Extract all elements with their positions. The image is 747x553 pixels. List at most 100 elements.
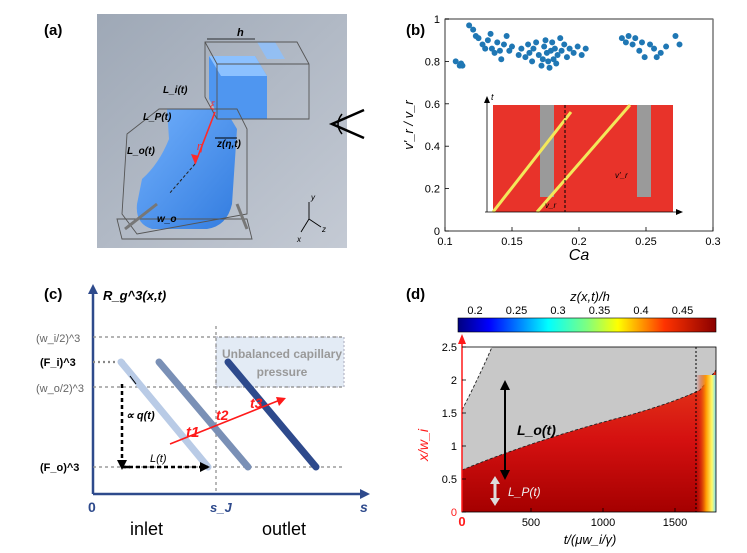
b-data-point (484, 37, 491, 44)
b-data-point (622, 39, 629, 46)
d-xtick-label: 1000 (591, 517, 615, 529)
b-data-point (494, 39, 501, 46)
panel-a-eta: η (197, 141, 203, 153)
b-data-point (558, 47, 565, 54)
b-data-point (538, 62, 545, 69)
panel-b-ylabel: v'_r / v_r (401, 100, 416, 150)
panel-a-wo: w_o (157, 214, 176, 225)
b-data-point (503, 32, 510, 39)
b-data-point (525, 41, 532, 48)
b-ytick-label: 0.2 (425, 184, 440, 196)
panel-a-Lo: L_o(t) (127, 146, 155, 157)
d-ytick-label: 0 (451, 507, 457, 519)
panel-c-sJ: s_J (210, 500, 232, 515)
panel-c-ylevel-wo: (w_o/2)^3 (36, 383, 84, 395)
panel-c-q: ∝ q(t) (126, 410, 155, 422)
b-xtick-label: 0.1 (437, 236, 452, 248)
panel-c-unbalanced-1: Unbalanced capillary (222, 347, 342, 361)
panel-b-chart: 0 0.2 0.4 0.6 0.8 1 0.1 0.15 0.2 0.25 0.3 t t x v… (401, 14, 721, 264)
panel-c-diagram: R_g^3(x,t) (w_i/2)^3 (F_i)^3 (w_o/2)^3 (… (36, 284, 370, 539)
d-colorbar-tick: 0.45 (672, 305, 693, 317)
b-data-point (475, 35, 482, 42)
b-data-point (563, 54, 570, 61)
eye-icon (328, 108, 365, 140)
b-data-point (549, 39, 556, 46)
d-xtick-label: 500 (522, 517, 540, 529)
b-data-point (491, 49, 498, 56)
panel-a-axis-y: y (310, 193, 316, 202)
d-ytick-label: 2 (451, 375, 457, 387)
panel-a-LP: L_P(t) (143, 112, 172, 123)
panel-d-ylabel: x/w_i (415, 428, 431, 462)
b-data-point (529, 58, 536, 65)
d-colorbar-tick: 0.25 (506, 305, 527, 317)
b-data-point (541, 43, 548, 50)
b-data-point (676, 41, 683, 48)
b-data-point (561, 41, 568, 48)
b-data-point (647, 41, 654, 48)
panel-c-inlet: inlet (130, 519, 163, 539)
b-data-point (636, 47, 643, 54)
b-data-point (582, 45, 589, 52)
panel-c-saxis: s (360, 499, 368, 515)
b-ytick-label: 0.8 (425, 56, 440, 68)
panel-c-unbalanced-2: pressure (257, 365, 308, 379)
b-data-point (557, 35, 564, 42)
b-data-point (509, 43, 515, 50)
panel-a-h: h (237, 27, 244, 39)
panel-b-label: (b) (406, 22, 426, 39)
b-data-point (546, 64, 553, 71)
b-data-point (533, 39, 540, 46)
b-data-point (570, 49, 577, 56)
d-ytick-label: 0.5 (442, 474, 457, 486)
panel-d-cb-title: z(x,t)/h (569, 289, 610, 304)
d-colorbar-tick: 0.3 (550, 305, 565, 317)
panel-a-Li: L_i(t) (163, 85, 188, 96)
b-data-point (618, 35, 625, 42)
b-ytick-label: 0 (434, 226, 440, 238)
inset-vrp: v'_r (615, 171, 628, 180)
panel-d-Lo: L_o(t) (517, 422, 556, 438)
d-colorbar-tick: 0.35 (589, 305, 610, 317)
b-data-point (638, 39, 645, 46)
d-ytick-label: 1.5 (442, 408, 457, 420)
b-data-point (515, 52, 522, 59)
panel-c-ylevel-Fo: (F_o)^3 (40, 462, 79, 474)
b-data-point (526, 49, 533, 56)
b-data-point (466, 22, 473, 29)
b-data-point (482, 45, 489, 52)
panel-c-yaxis: R_g^3(x,t) (103, 288, 166, 303)
b-data-point (539, 56, 546, 63)
panel-c-ylevel-Fi: (F_i)^3 (40, 357, 76, 369)
b-data-point (518, 45, 525, 52)
b-ytick-label: 0.6 (425, 99, 440, 111)
b-data-point (653, 54, 660, 61)
panel-a-label: (a) (44, 22, 63, 39)
d-colorbar-tick: 0.2 (467, 305, 482, 317)
b-data-point (535, 52, 542, 59)
panel-a-xi: ξ (210, 101, 215, 112)
panel-c-outlet: outlet (262, 519, 306, 539)
b-data-point (574, 43, 581, 50)
b-data-point (566, 45, 573, 52)
panel-d-LP: L_P(t) (508, 485, 541, 499)
b-xtick-label: 0.25 (635, 236, 656, 248)
b-data-point (672, 32, 679, 39)
b-ytick-label: 1 (434, 14, 440, 26)
b-data-point (551, 45, 558, 52)
inset-x-axis: t (491, 92, 494, 102)
b-ytick-label: 0.4 (425, 141, 440, 153)
b-data-point (470, 26, 477, 33)
d-ytick-label: 2.5 (442, 342, 457, 354)
panel-c-L: L(t) (150, 453, 167, 465)
d-origin-label: 0 (458, 514, 465, 529)
b-data-point (452, 58, 459, 65)
b-data-point (542, 37, 549, 44)
b-data-point (625, 32, 632, 39)
panel-d-xlabel: t/(μw_i/γ) (564, 532, 617, 547)
b-data-point (641, 54, 648, 61)
d-xtick-label: 1500 (663, 517, 687, 529)
b-data-point (500, 41, 507, 48)
panel-d-chart: z(x,t)/h 0.2 0.25 0.3 0.35 0.4 0.45 L_o(t) L_… (415, 289, 717, 547)
panel-c-origin: 0 (88, 499, 96, 515)
